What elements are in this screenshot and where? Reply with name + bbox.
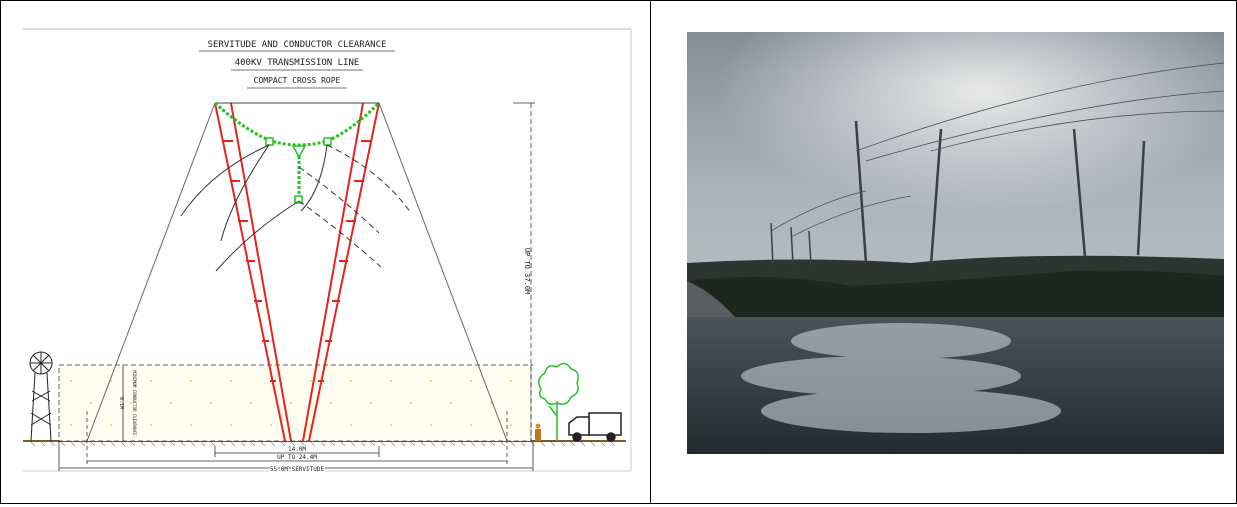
clearance-dim-label: MINIMUM CONDUCTOR CLEARANCE: [132, 370, 137, 436]
cross-rope: [213, 101, 381, 204]
table-divider: [650, 0, 651, 504]
conductors: [180, 144, 412, 272]
diagram-title-3: COMPACT CROSS ROPE: [254, 76, 341, 85]
transmission-line-diagram: SERVITUDE AND CONDUCTOR CLEARANCE 400KV …: [23, 28, 632, 474]
ground-hatch: [30, 441, 616, 447]
transmission-line-photo: [687, 32, 1225, 454]
servitude-dim-label: 55.0M SERVITUDE: [270, 466, 325, 473]
clearance-dim-value: 8.1M: [118, 397, 124, 409]
diagram-title-2: 400KV TRANSMISSION LINE: [235, 58, 360, 68]
tree-icon: [538, 362, 579, 441]
mid-dim-label: UP TO 24.4M: [277, 454, 317, 461]
windmill-icon: [29, 351, 53, 442]
height-dimension: [513, 102, 535, 441]
clearance-zone: [58, 364, 532, 442]
clearance-zone-dots: [70, 380, 512, 426]
diagram-title-1: SERVITUDE AND CONDUCTOR CLEARANCE: [208, 40, 387, 50]
photo-towers: [770, 120, 1146, 266]
diagram-cell: SERVITUDE AND CONDUCTOR CLEARANCE 400KV …: [1, 1, 650, 503]
photo-cell: [651, 1, 1236, 503]
diagram-title-block: SERVITUDE AND CONDUCTOR CLEARANCE 400KV …: [199, 40, 395, 89]
height-dim-label: UP TO 37.0M: [523, 248, 531, 294]
photo-wires: [770, 62, 1225, 238]
base-dim-label: 14.0M: [288, 446, 306, 453]
horizontal-dimensions: [58, 411, 534, 471]
water-glare: [741, 323, 1061, 433]
truck-icon: [568, 412, 622, 442]
person-icon: [535, 423, 541, 441]
